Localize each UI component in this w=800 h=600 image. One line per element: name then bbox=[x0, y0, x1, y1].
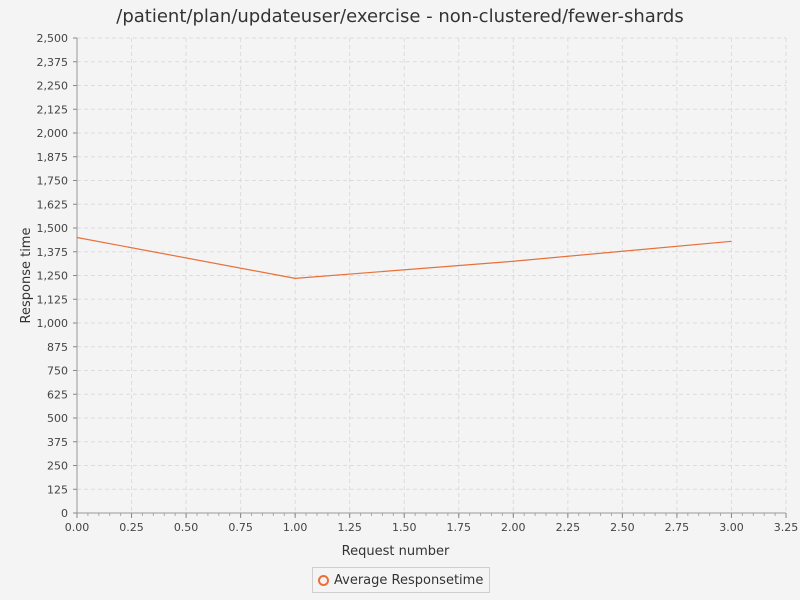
data-point bbox=[512, 260, 515, 263]
x-tick-label: 2.75 bbox=[665, 521, 690, 534]
x-tick-label: 0.00 bbox=[65, 521, 90, 534]
y-tick-label: 1,375 bbox=[37, 246, 69, 259]
x-tick-label: 1.75 bbox=[447, 521, 472, 534]
y-tick-label: 1,000 bbox=[37, 317, 69, 330]
x-tick-label: 1.25 bbox=[337, 521, 362, 534]
y-tick-label: 1,875 bbox=[37, 151, 69, 164]
x-tick-label: 3.25 bbox=[774, 521, 799, 534]
x-axis-label: Request number bbox=[342, 544, 450, 559]
y-tick-label: 2,500 bbox=[37, 32, 69, 45]
y-tick-label: 2,375 bbox=[37, 56, 69, 69]
x-tick-label: 0.75 bbox=[228, 521, 253, 534]
x-tick-label: 2.50 bbox=[610, 521, 635, 534]
y-tick-label: 375 bbox=[47, 436, 68, 449]
x-tick-label: 1.00 bbox=[283, 521, 308, 534]
y-tick-label: 1,250 bbox=[37, 270, 69, 283]
x-tick-label: 3.00 bbox=[719, 521, 744, 534]
y-tick-label: 0 bbox=[61, 507, 68, 520]
y-tick-label: 2,125 bbox=[37, 103, 69, 116]
y-tick-label: 1,500 bbox=[37, 222, 69, 235]
data-point bbox=[76, 236, 79, 239]
y-tick-label: 1,750 bbox=[37, 175, 69, 188]
y-tick-label: 875 bbox=[47, 341, 68, 354]
series-line bbox=[76, 236, 732, 279]
chart-title: /patient/plan/updateuser/exercise - non-… bbox=[116, 6, 684, 27]
x-tick-label: 2.00 bbox=[501, 521, 526, 534]
y-tick-label: 1,125 bbox=[37, 293, 69, 306]
legend-marker-icon bbox=[318, 574, 329, 586]
legend-label: Average Responsetime bbox=[334, 572, 484, 588]
y-axis-label: Response time bbox=[19, 228, 34, 324]
data-point bbox=[294, 277, 297, 280]
y-tick-label: 2,250 bbox=[37, 80, 69, 93]
y-tick-label: 750 bbox=[47, 365, 68, 378]
y-tick-label: 1,625 bbox=[37, 198, 69, 211]
x-tick-label: 2.25 bbox=[556, 521, 581, 534]
y-tick-label: 625 bbox=[47, 388, 68, 401]
y-tick-label: 2,000 bbox=[37, 127, 69, 140]
y-tick-label: 125 bbox=[47, 483, 68, 496]
chart-legend: Average Responsetime bbox=[312, 567, 491, 593]
x-tick-label: 1.50 bbox=[392, 521, 417, 534]
x-tick-label: 0.50 bbox=[174, 521, 199, 534]
y-tick-label: 250 bbox=[47, 460, 68, 473]
data-point bbox=[730, 240, 733, 243]
x-tick-label: 0.25 bbox=[119, 521, 144, 534]
y-tick-label: 500 bbox=[47, 412, 68, 425]
